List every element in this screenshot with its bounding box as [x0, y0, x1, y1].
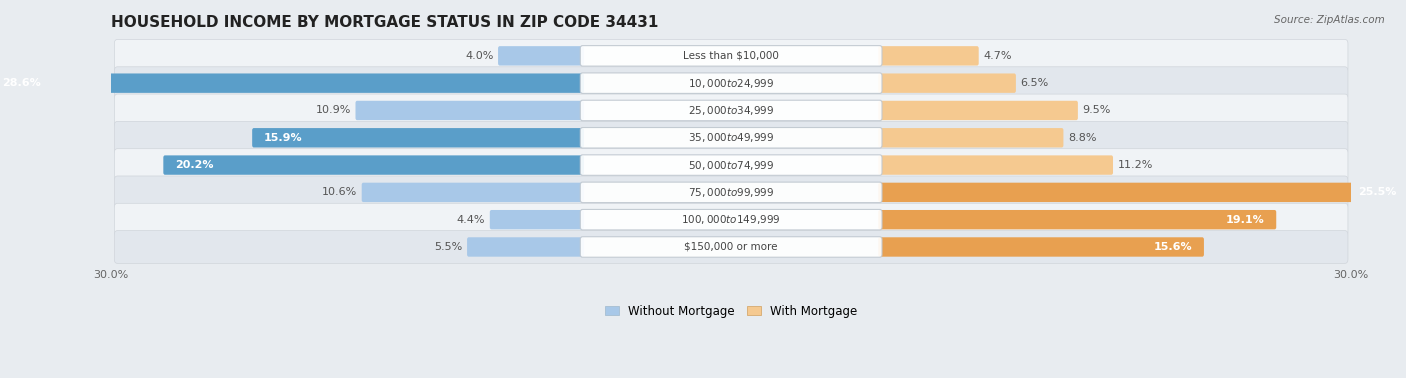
Text: 4.7%: 4.7% [983, 51, 1012, 61]
FancyBboxPatch shape [879, 128, 1063, 147]
Text: 4.4%: 4.4% [457, 215, 485, 225]
Text: 9.5%: 9.5% [1083, 105, 1111, 115]
FancyBboxPatch shape [879, 101, 1078, 120]
FancyBboxPatch shape [114, 149, 1348, 181]
Text: 10.9%: 10.9% [315, 105, 352, 115]
Text: 5.5%: 5.5% [434, 242, 463, 252]
FancyBboxPatch shape [879, 73, 1017, 93]
Text: 15.9%: 15.9% [264, 133, 302, 143]
Text: 19.1%: 19.1% [1226, 215, 1264, 225]
Text: 11.2%: 11.2% [1118, 160, 1153, 170]
FancyBboxPatch shape [581, 182, 882, 203]
FancyBboxPatch shape [114, 94, 1348, 127]
FancyBboxPatch shape [879, 46, 979, 65]
FancyBboxPatch shape [467, 237, 583, 257]
FancyBboxPatch shape [581, 209, 882, 230]
Text: $75,000 to $99,999: $75,000 to $99,999 [688, 186, 775, 199]
FancyBboxPatch shape [163, 155, 583, 175]
FancyBboxPatch shape [252, 128, 583, 147]
FancyBboxPatch shape [114, 39, 1348, 72]
Text: Less than $10,000: Less than $10,000 [683, 51, 779, 61]
Text: 15.6%: 15.6% [1153, 242, 1192, 252]
Text: 10.6%: 10.6% [322, 187, 357, 197]
FancyBboxPatch shape [879, 237, 1204, 257]
FancyBboxPatch shape [879, 183, 1406, 202]
FancyBboxPatch shape [114, 231, 1348, 263]
Text: 25.5%: 25.5% [1358, 187, 1396, 197]
FancyBboxPatch shape [581, 127, 882, 148]
Text: 28.6%: 28.6% [1, 78, 41, 88]
Text: 6.5%: 6.5% [1021, 78, 1049, 88]
FancyBboxPatch shape [581, 100, 882, 121]
FancyBboxPatch shape [581, 155, 882, 175]
Text: 8.8%: 8.8% [1069, 133, 1097, 143]
FancyBboxPatch shape [114, 203, 1348, 236]
FancyBboxPatch shape [361, 183, 583, 202]
Text: $150,000 or more: $150,000 or more [685, 242, 778, 252]
FancyBboxPatch shape [498, 46, 583, 65]
FancyBboxPatch shape [114, 176, 1348, 209]
FancyBboxPatch shape [114, 121, 1348, 154]
Text: Source: ZipAtlas.com: Source: ZipAtlas.com [1274, 15, 1385, 25]
Text: $25,000 to $34,999: $25,000 to $34,999 [688, 104, 775, 117]
FancyBboxPatch shape [879, 210, 1277, 229]
FancyBboxPatch shape [879, 155, 1114, 175]
Text: HOUSEHOLD INCOME BY MORTGAGE STATUS IN ZIP CODE 34431: HOUSEHOLD INCOME BY MORTGAGE STATUS IN Z… [111, 15, 658, 30]
Legend: Without Mortgage, With Mortgage: Without Mortgage, With Mortgage [600, 300, 862, 322]
FancyBboxPatch shape [581, 73, 882, 93]
FancyBboxPatch shape [356, 101, 583, 120]
Text: $50,000 to $74,999: $50,000 to $74,999 [688, 158, 775, 172]
Text: $35,000 to $49,999: $35,000 to $49,999 [688, 131, 775, 144]
FancyBboxPatch shape [0, 73, 583, 93]
Text: 4.0%: 4.0% [465, 51, 494, 61]
Text: $100,000 to $149,999: $100,000 to $149,999 [682, 213, 780, 226]
Text: $10,000 to $24,999: $10,000 to $24,999 [688, 77, 775, 90]
FancyBboxPatch shape [581, 46, 882, 66]
FancyBboxPatch shape [114, 67, 1348, 99]
FancyBboxPatch shape [581, 237, 882, 257]
Text: 20.2%: 20.2% [176, 160, 214, 170]
FancyBboxPatch shape [489, 210, 583, 229]
